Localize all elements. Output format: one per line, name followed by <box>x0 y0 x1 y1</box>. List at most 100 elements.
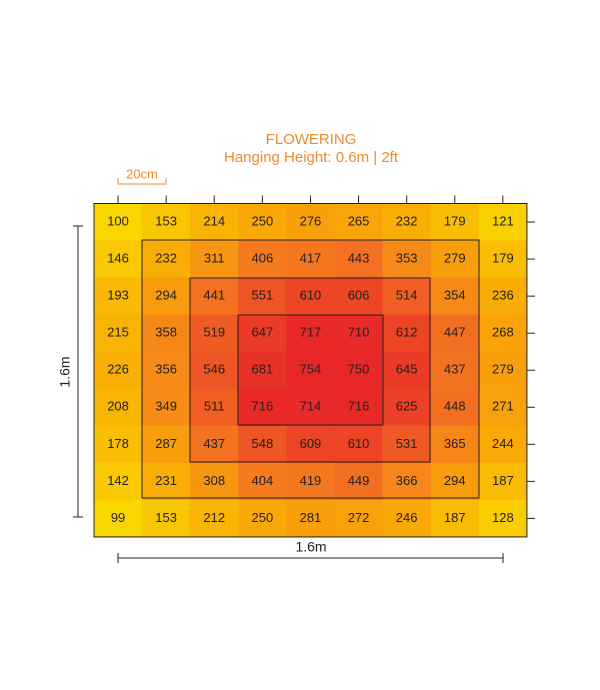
cell <box>142 462 191 501</box>
cell <box>334 462 384 501</box>
cell <box>238 499 287 538</box>
cell <box>238 240 287 279</box>
cell <box>94 425 143 464</box>
zone-ring <box>189 277 431 463</box>
cell-value: 214 <box>203 213 225 228</box>
cell-value: 647 <box>251 325 273 340</box>
cell <box>94 499 143 538</box>
cell-value: 717 <box>300 325 322 340</box>
cell-value: 308 <box>203 473 225 488</box>
cell <box>430 351 480 390</box>
cell <box>190 277 239 316</box>
cell <box>142 203 191 242</box>
cell <box>430 462 480 501</box>
cell-value: 551 <box>251 288 273 303</box>
cell-value: 531 <box>396 436 418 451</box>
cell <box>286 499 335 538</box>
cell <box>238 351 287 390</box>
cell-value: 272 <box>348 510 370 525</box>
cell <box>478 351 528 390</box>
cell-value: 354 <box>444 288 466 303</box>
cell-value: 716 <box>251 399 273 414</box>
cell <box>94 314 143 353</box>
cell <box>334 203 384 242</box>
cell <box>430 240 480 279</box>
cell-value: 548 <box>251 436 273 451</box>
cell-value: 271 <box>492 399 514 414</box>
cell <box>478 277 528 316</box>
cell-value: 404 <box>251 473 273 488</box>
cell <box>286 203 335 242</box>
cell-value: 294 <box>444 473 466 488</box>
cell <box>382 351 432 390</box>
cell <box>430 499 480 538</box>
cell-value: 279 <box>444 251 466 266</box>
cell <box>142 499 191 538</box>
cell-value: 612 <box>396 325 418 340</box>
cell-value: 447 <box>444 325 466 340</box>
cell <box>94 277 143 316</box>
cell-value: 279 <box>492 362 514 377</box>
cell-value: 236 <box>492 288 514 303</box>
cell <box>94 240 143 279</box>
cell <box>190 425 239 464</box>
cell <box>190 499 239 538</box>
cell <box>94 203 143 242</box>
cell-size-bracket <box>117 178 167 185</box>
cell-value: 146 <box>107 251 129 266</box>
cell <box>334 314 384 353</box>
cell <box>94 351 143 390</box>
cell-value: 406 <box>251 251 273 266</box>
zone-ring <box>237 314 384 426</box>
cell <box>286 351 335 390</box>
cell-value: 514 <box>396 288 418 303</box>
cell <box>334 388 384 427</box>
cell-value: 353 <box>396 251 418 266</box>
cell <box>478 388 528 427</box>
cell <box>430 314 480 353</box>
cell-value: 750 <box>348 362 370 377</box>
cell-value: 128 <box>492 510 514 525</box>
cell <box>382 425 432 464</box>
cell <box>238 277 287 316</box>
cell <box>430 388 480 427</box>
cell-value: 358 <box>155 325 177 340</box>
cell <box>286 277 335 316</box>
cell <box>142 240 191 279</box>
cell <box>190 240 239 279</box>
cell <box>334 499 384 538</box>
cell-value: 610 <box>300 288 322 303</box>
cell-value: 417 <box>300 251 322 266</box>
cell-value: 443 <box>348 251 370 266</box>
cell <box>382 388 432 427</box>
cell <box>478 240 528 279</box>
cell-value: 546 <box>203 362 225 377</box>
cell-value: 250 <box>251 213 273 228</box>
cell-value: 356 <box>155 362 177 377</box>
cell <box>286 425 335 464</box>
cell-value: 448 <box>444 399 466 414</box>
cell-value: 754 <box>300 362 322 377</box>
cell-value: 681 <box>251 362 273 377</box>
cell <box>430 277 480 316</box>
cell-value: 609 <box>300 436 322 451</box>
chart-title: FLOWERING <box>266 131 357 148</box>
cell-value: 232 <box>155 251 177 266</box>
cell <box>142 388 191 427</box>
cell <box>238 314 287 353</box>
cell-value: 716 <box>348 399 370 414</box>
cell <box>334 425 384 464</box>
cell <box>382 240 432 279</box>
cell <box>238 425 287 464</box>
cell <box>238 203 287 242</box>
cell-value: 193 <box>107 288 129 303</box>
cell-value: 99 <box>111 510 125 525</box>
cell <box>382 277 432 316</box>
cell <box>478 314 528 353</box>
cell-value: 265 <box>348 213 370 228</box>
cell-value: 215 <box>107 325 129 340</box>
cell <box>142 425 191 464</box>
cell <box>382 499 432 538</box>
cell-value: 121 <box>492 213 514 228</box>
cell-value: 179 <box>444 213 466 228</box>
